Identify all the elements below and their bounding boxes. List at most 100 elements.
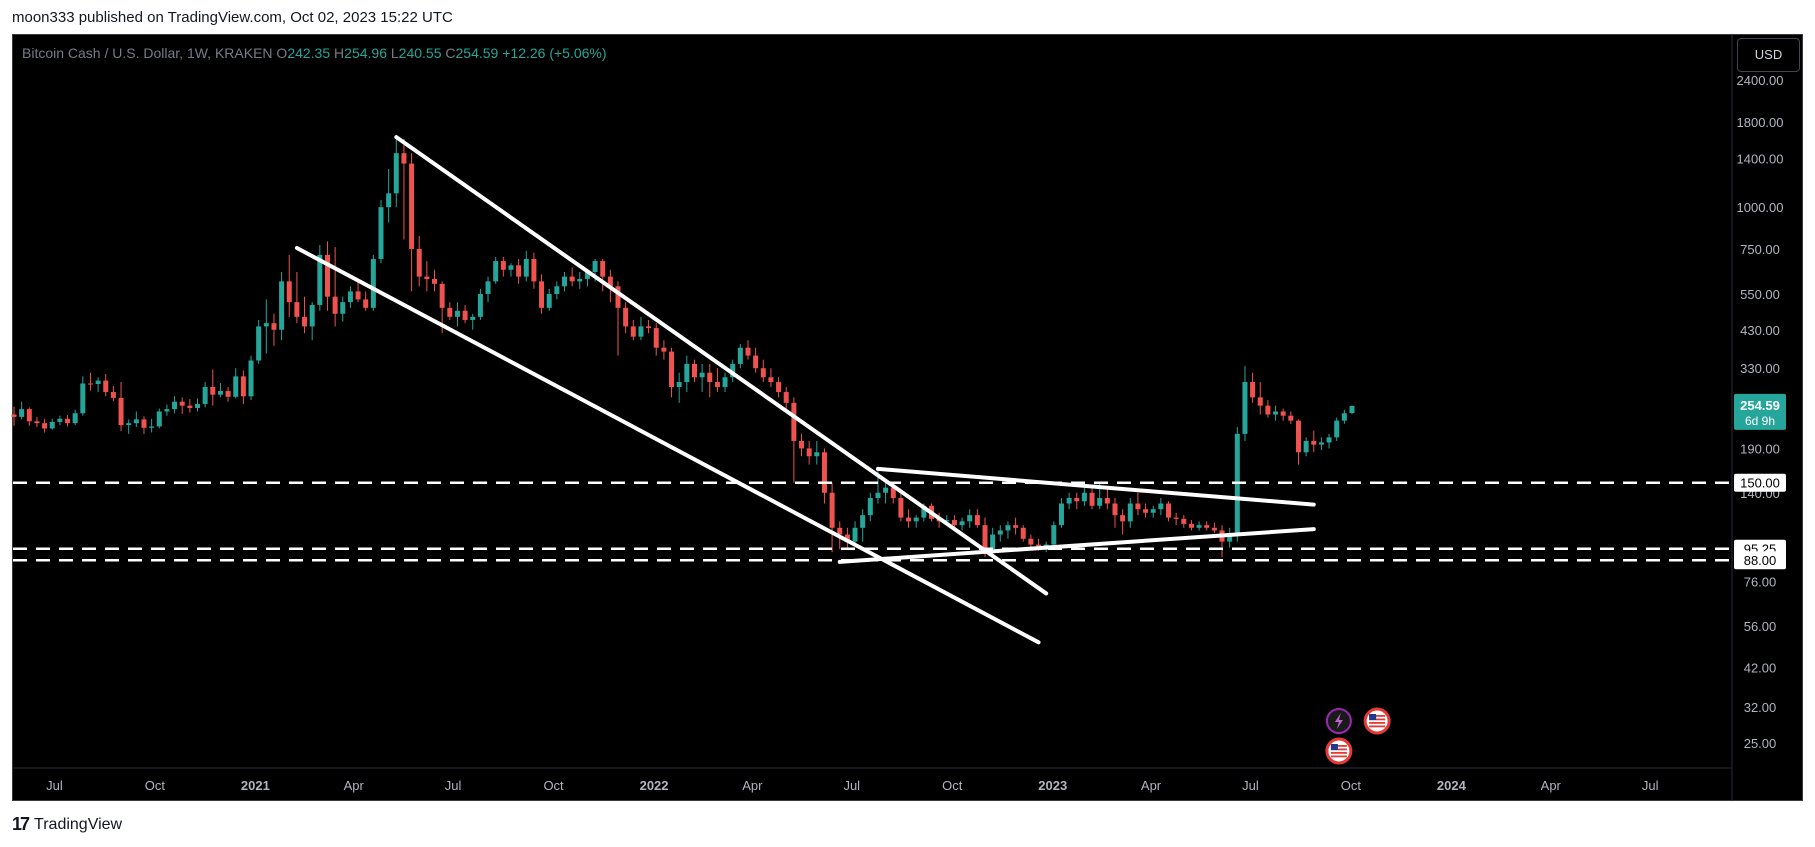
- candle-body: [447, 307, 453, 317]
- candle: [378, 200, 384, 264]
- candle: [263, 299, 269, 354]
- legend-open: 242.35: [287, 45, 331, 61]
- candle-body: [531, 258, 537, 282]
- candle-body: [149, 426, 155, 428]
- candle-body: [324, 254, 330, 297]
- candle-body: [386, 193, 392, 208]
- candle: [1066, 492, 1072, 510]
- candle-body: [416, 248, 422, 277]
- candle-body: [898, 498, 904, 518]
- candle-body: [661, 347, 667, 352]
- candle-body: [561, 276, 567, 287]
- candle-body: [584, 271, 590, 279]
- candle-body: [493, 261, 499, 282]
- candle-body: [1341, 413, 1347, 421]
- x-tick-label: Apr: [742, 778, 763, 793]
- y-tick-label: 190.00: [1740, 441, 1780, 456]
- candle-body: [867, 498, 873, 516]
- flag-stripe: [1330, 748, 1347, 751]
- horizontal-lines-layer: [13, 481, 1731, 562]
- flag-stripe: [1369, 715, 1386, 717]
- candle-body: [829, 492, 835, 528]
- candle: [87, 372, 93, 391]
- candle: [454, 302, 460, 327]
- candle: [477, 288, 483, 320]
- candle-body: [1097, 498, 1103, 506]
- candle: [49, 418, 55, 430]
- candle-body: [57, 418, 63, 422]
- lightning-event-icon: [1325, 708, 1352, 734]
- flag-canton: [1369, 714, 1377, 720]
- candle-body: [256, 326, 262, 361]
- us-flag-event-icon: [1325, 737, 1353, 765]
- candle-body: [737, 347, 743, 364]
- x-tick-label: 2021: [241, 778, 270, 793]
- legend-low-label: L: [390, 45, 399, 61]
- candle: [317, 245, 323, 311]
- candle: [699, 363, 705, 393]
- candle: [393, 137, 399, 208]
- candle-body: [1318, 442, 1324, 445]
- candle-body: [959, 521, 965, 526]
- x-tick-label: Oct: [1341, 778, 1362, 793]
- candle-body: [944, 520, 950, 522]
- candle-body: [485, 281, 491, 295]
- candle-body: [776, 382, 782, 393]
- candle: [248, 355, 254, 401]
- candle-body: [875, 492, 881, 499]
- candle: [653, 323, 659, 356]
- candle-body: [982, 525, 988, 550]
- candle-body: [156, 411, 162, 427]
- candle-body: [454, 310, 460, 317]
- candle-body: [577, 278, 583, 282]
- candle: [569, 267, 575, 287]
- candle-body: [80, 383, 86, 414]
- candle-body: [217, 391, 223, 395]
- candle: [347, 286, 353, 308]
- candle: [126, 419, 132, 434]
- candle: [324, 241, 330, 311]
- candle-body: [470, 316, 476, 320]
- symbol-legend: Bitcoin Cash / U.S. Dollar, 1W, KRAKEN O…: [22, 45, 607, 61]
- candle: [1341, 409, 1347, 424]
- tradingview-brand[interactable]: 17 TradingView: [12, 814, 122, 835]
- y-tick-label: 330.00: [1740, 361, 1780, 376]
- price-label: 150.00: [1734, 473, 1786, 492]
- candle: [867, 492, 873, 522]
- candle-body: [263, 323, 269, 327]
- x-tick-label: Oct: [543, 778, 564, 793]
- candle: [1089, 487, 1095, 510]
- candle-body: [1311, 440, 1317, 445]
- candle: [42, 418, 48, 433]
- candle: [493, 256, 499, 284]
- candle: [164, 404, 170, 416]
- candle-body: [615, 286, 621, 308]
- candle: [554, 281, 560, 300]
- candle: [340, 296, 346, 322]
- candle: [791, 397, 797, 483]
- candle: [1219, 525, 1225, 557]
- candle: [370, 254, 376, 311]
- candle-body: [286, 281, 292, 303]
- candle: [447, 302, 453, 320]
- currency-button[interactable]: USD: [1737, 38, 1800, 72]
- candle: [730, 359, 736, 383]
- candle-body: [1158, 503, 1164, 510]
- candle: [561, 271, 567, 292]
- candle: [1280, 408, 1286, 421]
- candle: [386, 169, 392, 223]
- candle: [103, 374, 109, 397]
- candle: [814, 440, 820, 465]
- candle-body: [508, 265, 514, 270]
- candle: [630, 319, 636, 341]
- candle: [638, 316, 644, 341]
- candle-body: [539, 281, 545, 308]
- chart-frame[interactable]: [12, 34, 1803, 801]
- candle-body: [1227, 534, 1233, 542]
- candle: [1058, 498, 1064, 528]
- candle: [95, 377, 101, 393]
- candle-body: [951, 520, 957, 526]
- candle-body: [126, 423, 132, 426]
- candle-body: [516, 265, 522, 277]
